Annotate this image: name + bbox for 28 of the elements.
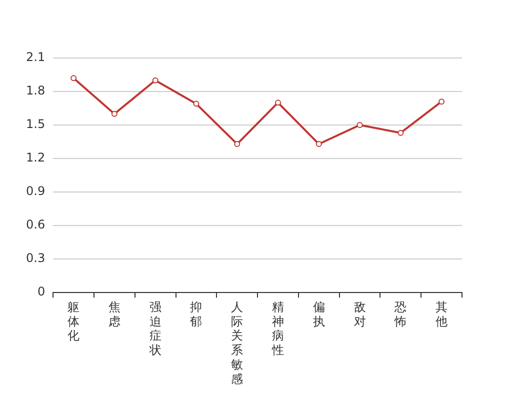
y-tick-label: 1.2 [26, 150, 46, 165]
x-tick-label: 精神病性 [270, 300, 284, 358]
x-tick-label: 焦虑 [108, 300, 120, 328]
y-tick-label: 2.1 [26, 50, 46, 64]
point [398, 130, 404, 136]
point [316, 141, 322, 148]
point [274, 100, 281, 106]
x-tick-label: 敌对 [354, 300, 366, 328]
y-tick-label: 1.8 [26, 84, 46, 98]
y-tick-label: 0.3 [26, 251, 46, 266]
point [234, 141, 240, 148]
point [438, 98, 445, 105]
x-tick-label: 强迫症状 [148, 300, 162, 358]
y-tick-label: 0.6 [26, 218, 46, 232]
point [193, 100, 200, 107]
y-tick-label: 0 [37, 284, 46, 299]
x-tick-label: 人际关系敏感 [231, 300, 244, 386]
x-tick-label: 其他 [436, 300, 448, 328]
point [111, 110, 118, 117]
x-tick-label: 抑郁 [190, 300, 202, 328]
x-tick-label: 躯体化 [68, 300, 80, 343]
point [152, 77, 158, 84]
y-tick-label: 1.5 [26, 117, 46, 132]
point [70, 75, 77, 82]
point [356, 122, 363, 128]
x-tick-label: 偏执 [312, 300, 325, 328]
y-tick-label: 0.9 [26, 184, 46, 198]
x-tick-label: 恐怖 [394, 300, 407, 328]
